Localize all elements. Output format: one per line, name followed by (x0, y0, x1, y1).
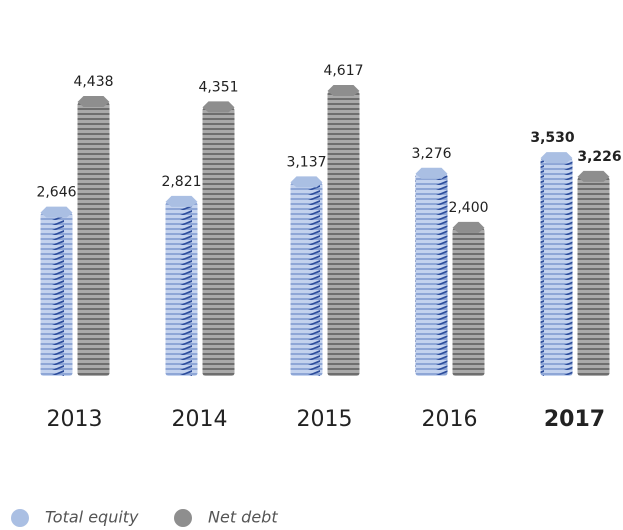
x-tick-label: 2014 (172, 407, 228, 432)
bar (327, 91, 360, 376)
bar (540, 158, 573, 376)
bar-cap (540, 152, 573, 164)
x-tick-label: 2016 (422, 407, 478, 432)
bar (40, 212, 73, 376)
bar (452, 227, 485, 376)
bar-cap (452, 221, 485, 233)
value-label: 2,821 (161, 174, 201, 190)
bar-cap (577, 170, 610, 182)
bar-cap (40, 206, 73, 218)
value-label: 4,351 (198, 79, 238, 95)
value-label: 4,617 (323, 63, 363, 79)
bar-cap (290, 176, 323, 188)
value-label: 3,137 (286, 154, 326, 170)
x-tick-label: 2017 (544, 407, 605, 432)
value-label: 3,530 (530, 130, 575, 146)
value-label: 2,646 (36, 185, 76, 201)
legend-swatch (11, 509, 29, 527)
bar (202, 107, 235, 377)
bar (77, 102, 110, 377)
value-label: 3,276 (411, 146, 451, 162)
bar-cap (165, 195, 198, 207)
bar (577, 176, 610, 376)
legend-swatch (174, 509, 192, 527)
bar-cap (415, 167, 448, 179)
bar (165, 201, 198, 376)
value-label: 2,400 (448, 200, 488, 216)
bar (415, 173, 448, 376)
legend-label: Total equity (45, 508, 139, 527)
bar-cap (77, 96, 110, 108)
bar-cap (327, 85, 360, 96)
value-label: 3,226 (577, 149, 621, 165)
x-tick-label: 2015 (297, 407, 353, 432)
bar-cap (202, 101, 235, 113)
bar (290, 182, 323, 376)
value-label: 4,438 (73, 74, 113, 90)
x-tick-label: 2013 (47, 407, 103, 432)
legend-label: Net debt (208, 508, 278, 527)
